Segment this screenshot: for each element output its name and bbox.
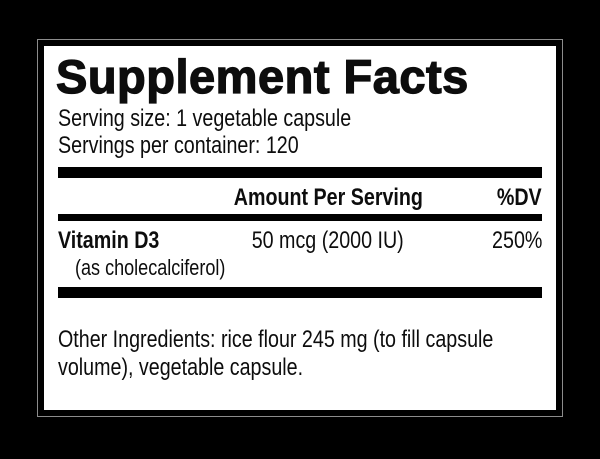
column-header-amount-text: Amount Per Serving (233, 184, 423, 211)
nutrient-dv: 250% (464, 228, 542, 254)
servings-per-container-line: Servings per container: 120 (58, 132, 542, 159)
other-ingredients-line-2: volume), vegetable capsule. (58, 354, 542, 382)
column-header-dv-text: %DV (497, 184, 542, 211)
other-ingredients-text-1: Other Ingredients: rice flour 245 mg (to… (58, 326, 494, 353)
nutrient-row-main: Vitamin D3 50 mcg (2000 IU) 250% (58, 221, 542, 254)
serving-info: Serving size: 1 vegetable capsule Servin… (58, 105, 542, 159)
column-header-dv: %DV (464, 185, 542, 211)
panel-content: Supplement Facts Serving size: 1 vegetab… (44, 46, 556, 382)
serving-size-text: Serving size: 1 vegetable capsule (58, 105, 352, 132)
nutrient-amount: 50 mcg (2000 IU) (192, 228, 464, 254)
other-ingredients-line-1: Other Ingredients: rice flour 245 mg (to… (58, 326, 542, 354)
supplement-facts-panel: Supplement Facts Serving size: 1 vegetab… (37, 39, 563, 417)
panel-title: Supplement Facts (55, 50, 469, 103)
nutrient-amount-text: 50 mcg (2000 IU) (251, 227, 405, 254)
nutrient-subname: (as cholecalciferol) (58, 254, 542, 287)
other-ingredients-text-2: volume), vegetable capsule. (58, 354, 304, 381)
separator-bar-thick-top (58, 167, 542, 178)
nutrient-name: Vitamin D3 (58, 228, 192, 254)
separator-bar-header (58, 214, 542, 221)
nutrient-dv-text: 250% (491, 227, 542, 254)
table-header-row: Amount Per Serving %DV (58, 178, 542, 214)
servings-per-container-text: Servings per container: 120 (58, 132, 299, 159)
column-header-amount: Amount Per Serving (192, 185, 464, 211)
nutrient-name-text: Vitamin D3 (58, 227, 160, 254)
nutrient-row: Vitamin D3 50 mcg (2000 IU) 250% (as cho… (58, 221, 542, 287)
nutrient-subname-text: (as cholecalciferol) (75, 255, 226, 280)
serving-size-line: Serving size: 1 vegetable capsule (58, 105, 542, 132)
other-ingredients: Other Ingredients: rice flour 245 mg (to… (58, 326, 542, 382)
separator-bar-thick-bottom (58, 287, 542, 298)
